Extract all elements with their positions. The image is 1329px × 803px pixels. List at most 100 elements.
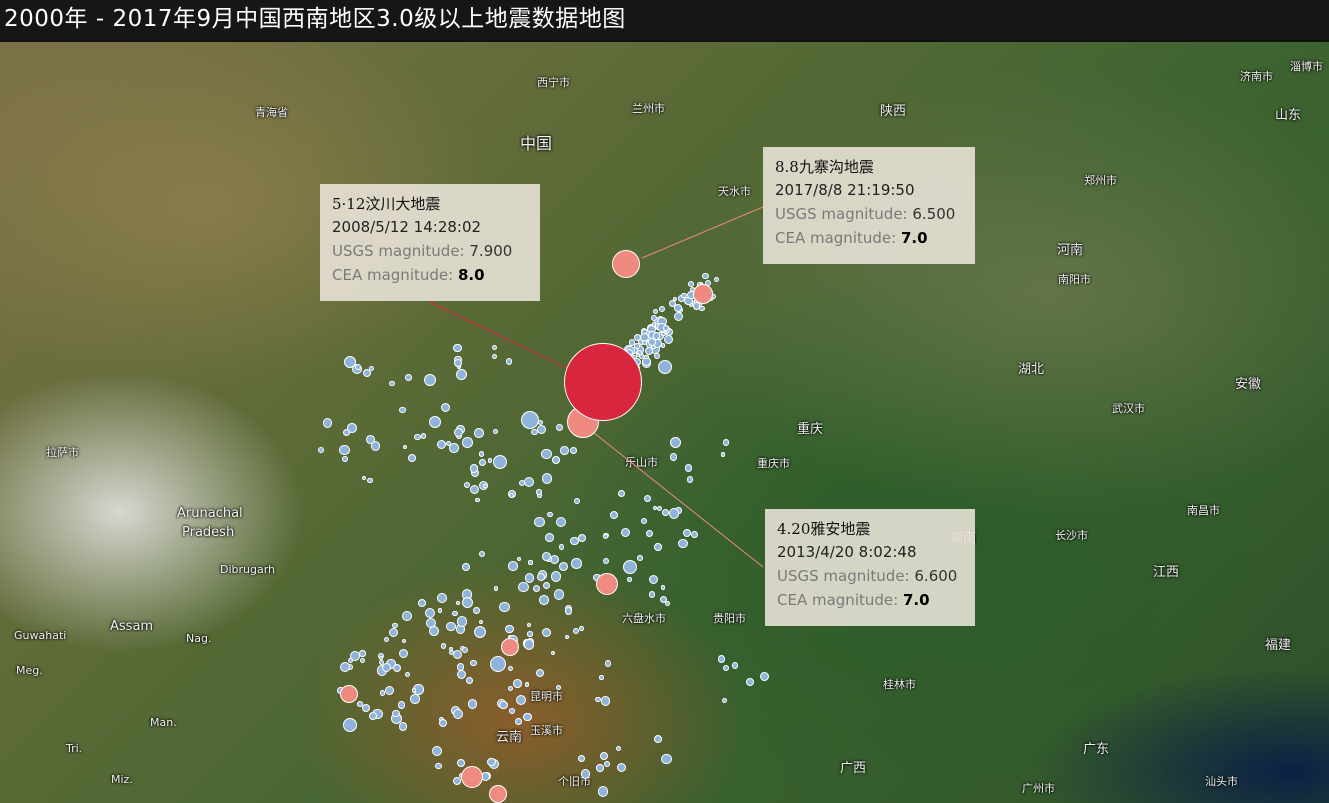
quake-marker[interactable]	[508, 707, 515, 714]
quake-marker[interactable]	[628, 338, 636, 346]
quake-marker[interactable]	[462, 562, 471, 571]
quake-marker[interactable]	[472, 606, 480, 615]
quake-marker[interactable]	[653, 332, 661, 340]
quake-marker[interactable]	[499, 700, 508, 710]
quake-marker[interactable]	[669, 437, 681, 449]
quake-marker[interactable]	[559, 561, 569, 571]
quake-marker[interactable]	[420, 433, 427, 439]
quake-marker[interactable]	[604, 760, 611, 767]
quake-marker[interactable]	[627, 577, 632, 582]
quake-marker[interactable]	[646, 530, 654, 538]
quake-marker[interactable]	[456, 600, 461, 606]
quake-marker[interactable]	[536, 489, 542, 495]
quake-marker[interactable]	[342, 428, 351, 437]
quake-marker[interactable]	[452, 709, 464, 720]
quake-marker[interactable]	[653, 735, 662, 744]
quake-marker[interactable]	[564, 634, 570, 639]
quake-marker[interactable]	[449, 443, 459, 453]
quake-marker[interactable]	[649, 575, 659, 585]
quake-marker[interactable]	[474, 626, 486, 638]
quake-marker[interactable]	[663, 335, 673, 345]
quake-marker[interactable]	[446, 441, 452, 446]
strong-quake-marker[interactable]	[461, 766, 483, 788]
quake-marker[interactable]	[521, 411, 539, 429]
quake-marker[interactable]	[673, 303, 682, 312]
quake-marker[interactable]	[513, 679, 522, 688]
quake-marker[interactable]	[641, 518, 648, 525]
quake-marker[interactable]	[535, 668, 544, 678]
quake-marker[interactable]	[493, 586, 499, 591]
quake-marker[interactable]	[507, 686, 513, 692]
quake-marker[interactable]	[647, 337, 657, 347]
quake-marker[interactable]	[462, 437, 473, 448]
quake-marker[interactable]	[648, 591, 656, 598]
quake-marker[interactable]	[410, 694, 420, 704]
quake-marker[interactable]	[478, 459, 486, 467]
quake-marker[interactable]	[524, 682, 530, 687]
quake-marker[interactable]	[361, 475, 367, 481]
quake-marker[interactable]	[599, 675, 604, 680]
quake-marker[interactable]	[596, 764, 604, 772]
quake-marker[interactable]	[508, 493, 515, 499]
quake-marker[interactable]	[538, 594, 549, 605]
quake-marker[interactable]	[541, 448, 552, 459]
quake-marker[interactable]	[429, 416, 441, 428]
quake-marker[interactable]	[597, 786, 609, 797]
strong-quake-marker[interactable]	[340, 685, 358, 703]
quake-marker[interactable]	[604, 660, 612, 667]
quake-marker[interactable]	[699, 306, 705, 312]
quake-marker[interactable]	[517, 557, 522, 562]
quake-marker[interactable]	[360, 658, 366, 664]
quake-marker[interactable]	[399, 407, 406, 414]
quake-marker[interactable]	[424, 607, 436, 618]
quake-marker[interactable]	[397, 701, 406, 709]
quake-marker[interactable]	[542, 581, 550, 590]
quake-marker[interactable]	[668, 508, 680, 519]
quake-marker[interactable]	[318, 447, 325, 454]
quake-marker[interactable]	[722, 665, 729, 672]
callout-wenchuan[interactable]: 5·12汶川大地震 2008/5/12 14:28:02 USGS magnit…	[320, 184, 540, 301]
quake-marker[interactable]	[347, 657, 354, 664]
quake-marker[interactable]	[691, 530, 699, 538]
quake-marker[interactable]	[620, 527, 630, 537]
quake-marker[interactable]	[440, 642, 447, 649]
quake-marker[interactable]	[469, 464, 479, 473]
quake-marker[interactable]	[431, 745, 442, 756]
quake-marker[interactable]	[550, 571, 562, 582]
quake-marker[interactable]	[644, 354, 649, 360]
quake-marker[interactable]	[369, 366, 375, 372]
quake-marker[interactable]	[404, 671, 410, 678]
quake-marker[interactable]	[555, 684, 561, 690]
quake-marker[interactable]	[542, 552, 551, 562]
quake-marker[interactable]	[507, 665, 513, 671]
quake-marker[interactable]	[342, 456, 349, 463]
quake-marker[interactable]	[682, 529, 691, 538]
quake-marker[interactable]	[684, 464, 693, 473]
quake-marker[interactable]	[600, 751, 609, 760]
quake-marker[interactable]	[478, 550, 485, 557]
quake-marker[interactable]	[392, 709, 400, 717]
quake-marker[interactable]	[556, 517, 567, 528]
quake-marker[interactable]	[652, 505, 657, 510]
quake-marker[interactable]	[537, 573, 546, 582]
strong-quake-marker[interactable]	[596, 573, 618, 595]
quake-marker[interactable]	[322, 418, 333, 428]
quake-marker[interactable]	[541, 627, 552, 638]
quake-marker[interactable]	[523, 712, 532, 722]
quake-marker[interactable]	[384, 636, 390, 642]
quake-marker[interactable]	[515, 718, 523, 726]
quake-marker[interactable]	[616, 762, 626, 772]
quake-marker[interactable]	[579, 626, 584, 631]
quake-marker[interactable]	[551, 651, 556, 656]
quake-marker[interactable]	[414, 433, 421, 440]
quake-marker[interactable]	[658, 305, 665, 312]
quake-marker[interactable]	[359, 650, 366, 657]
quake-marker[interactable]	[601, 696, 611, 706]
quake-marker[interactable]	[678, 538, 688, 549]
quake-marker[interactable]	[717, 655, 726, 663]
quake-marker[interactable]	[478, 450, 485, 457]
quake-marker[interactable]	[491, 354, 497, 360]
quake-marker[interactable]	[456, 616, 468, 627]
quake-marker[interactable]	[669, 453, 678, 461]
quake-marker[interactable]	[402, 445, 407, 450]
